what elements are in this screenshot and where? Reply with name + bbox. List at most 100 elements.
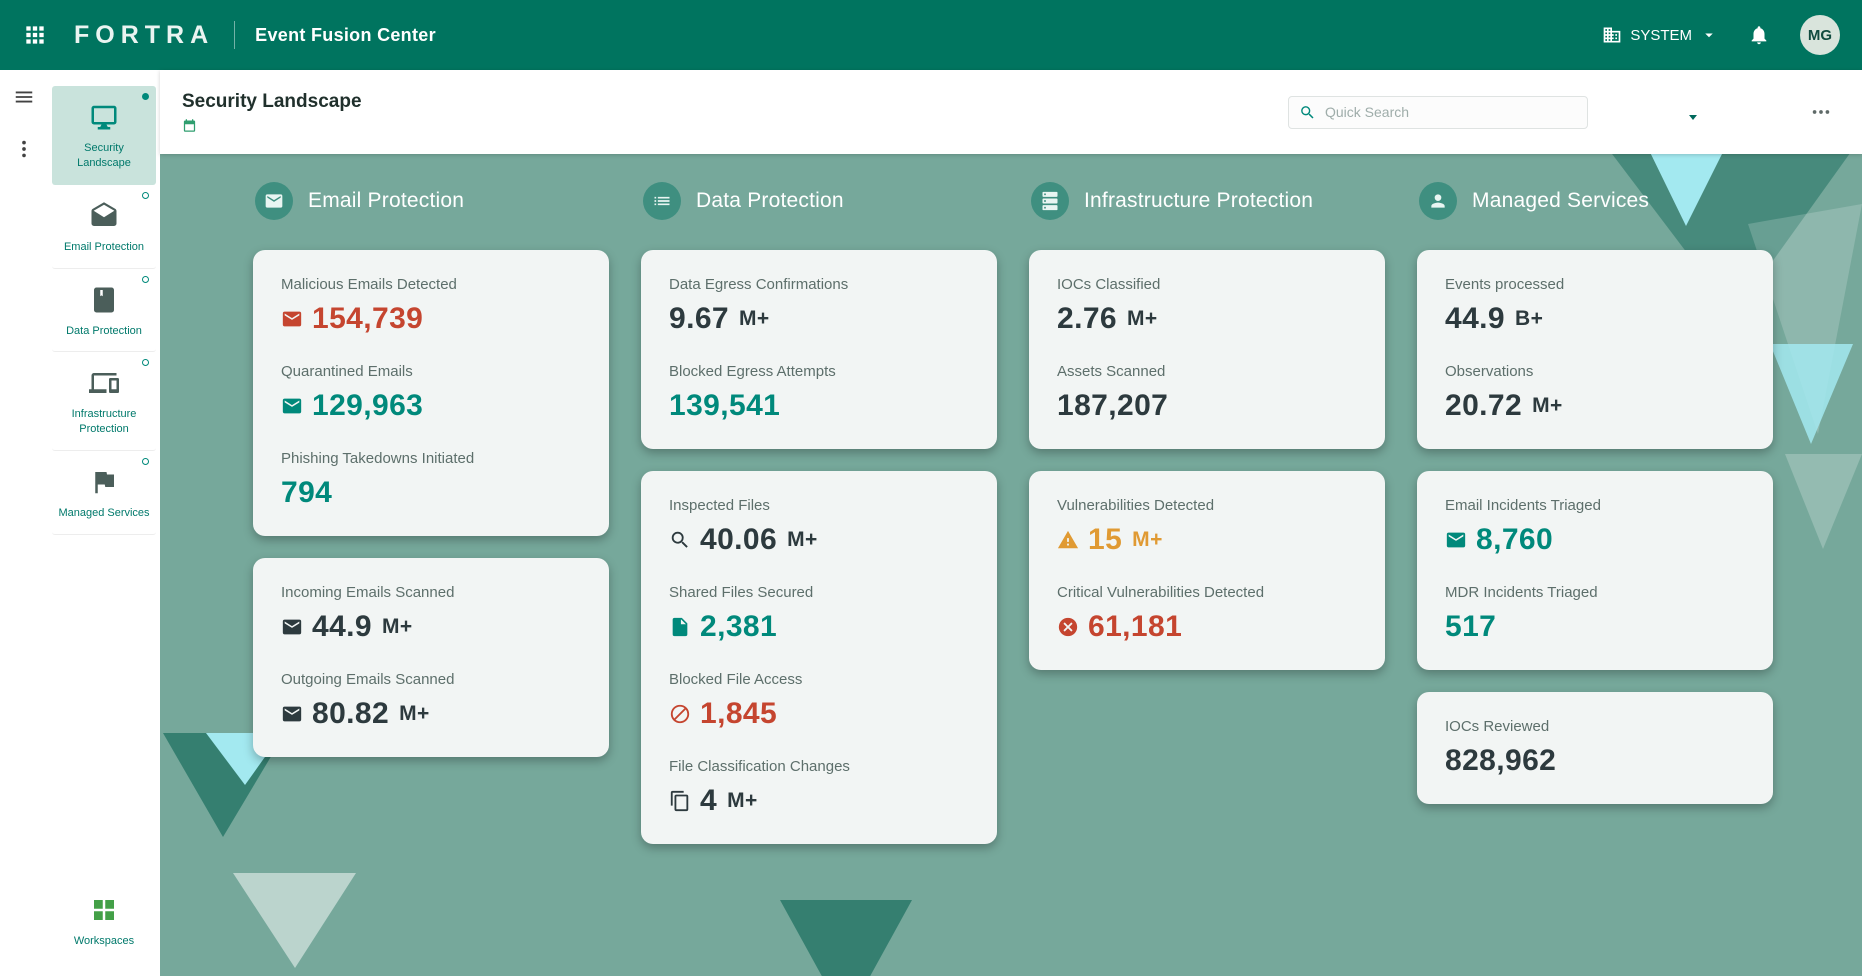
metric-value: 2,381: [700, 610, 778, 643]
metric-value-row: 8,760: [1445, 523, 1745, 557]
fortra-logo: FORTRA: [74, 20, 215, 49]
metric-label: Assets Scanned: [1057, 363, 1166, 380]
status-dot: [142, 191, 149, 199]
warning-icon: [1057, 529, 1079, 551]
user-avatar[interactable]: MG: [1800, 15, 1840, 55]
metric-value: 44.9: [1445, 302, 1505, 335]
divider: [234, 21, 236, 49]
filter-icon[interactable]: [1618, 101, 1640, 123]
building-icon: [1602, 25, 1622, 45]
app-title: Event Fusion Center: [255, 24, 436, 45]
refresh-icon[interactable]: [1666, 101, 1697, 123]
sidebar-item-label: Infrastructure Protection: [71, 408, 137, 436]
metric-suffix: M+: [399, 702, 430, 725]
metric-inspected-files: Inspected Files 40.06 M+: [669, 497, 969, 557]
column-title: Infrastructure Protection: [1084, 189, 1314, 212]
metric-card: IOCs Classified 2.76 M+ Assets Scanned 1…: [1029, 250, 1385, 449]
metric-value: 794: [281, 476, 333, 509]
sidebar-item-managed-services[interactable]: Managed Services: [52, 451, 156, 535]
metric-malicious-emails-detected: Malicious Emails Detected 154,739: [281, 276, 581, 336]
hamburger-menu-icon[interactable]: [13, 86, 35, 108]
system-selector[interactable]: SYSTEM: [1602, 25, 1718, 45]
mail-icon: [281, 703, 303, 725]
column-cards: IOCs Classified 2.76 M+ Assets Scanned 1…: [1029, 250, 1385, 670]
metric-events-processed: Events processed 44.9 B+: [1445, 276, 1745, 336]
mail-icon: [281, 616, 303, 638]
apps-grid-icon[interactable]: [22, 22, 48, 48]
dashboard: Email Protection Malicious Emails Detect…: [160, 154, 1862, 976]
metric-suffix: B+: [1515, 307, 1544, 330]
camera-icon[interactable]: [1762, 101, 1784, 123]
metric-value-row: 1,845: [669, 697, 969, 731]
metric-label: Data Egress Confirmations: [669, 276, 849, 293]
main-header: Security Landscape: [160, 70, 1862, 154]
kebab-menu-icon[interactable]: [13, 138, 35, 160]
metric-value-row: 44.9 M+: [281, 610, 581, 644]
column-infrastructure-protection: Infrastructure Protection IOCs Classifie…: [1029, 180, 1385, 866]
metric-value-row: 80.82 M+: [281, 697, 581, 731]
mail-icon: [281, 395, 303, 417]
system-label: SYSTEM: [1630, 26, 1692, 44]
metric-data-egress-confirmations: Data Egress Confirmations 9.67 M+: [669, 276, 969, 336]
metric-value-row: 4 M+: [669, 784, 969, 818]
metric-value: 8,760: [1476, 523, 1554, 556]
metric-value-row: 20.72 M+: [1445, 389, 1745, 423]
metric-label: File Classification Changes: [669, 758, 850, 775]
metric-label: IOCs Reviewed: [1445, 718, 1550, 735]
workspaces-icon: [89, 895, 119, 925]
column-cards: Data Egress Confirmations 9.67 M+ Blocke…: [641, 250, 997, 844]
metric-observations: Observations 20.72 M+: [1445, 363, 1745, 423]
metric-suffix: M+: [1127, 307, 1158, 330]
metric-label: IOCs Classified: [1057, 276, 1161, 293]
sidebar-item-security-landscape[interactable]: Security Landscape: [52, 86, 156, 185]
metric-blocked-egress-attempts: Blocked Egress Attempts 139,541: [669, 363, 969, 423]
error-icon: [1057, 616, 1079, 638]
metric-value: 129,963: [312, 389, 424, 422]
metric-value: 828,962: [1445, 744, 1557, 777]
list-icon: [643, 182, 681, 220]
metric-value: 2.76: [1057, 302, 1117, 335]
column-header: Data Protection: [643, 182, 997, 220]
metric-value: 139,541: [669, 389, 781, 422]
metric-suffix: M+: [1132, 528, 1163, 551]
sidebar-item-email-protection[interactable]: Email Protection: [52, 185, 156, 269]
sidebar-item-workspaces[interactable]: Workspaces: [52, 879, 156, 962]
metric-value-row: 61,181: [1057, 610, 1357, 644]
metric-label: Shared Files Secured: [669, 584, 814, 601]
copy-icon: [669, 790, 691, 812]
metric-phishing-takedowns-initiated: Phishing Takedowns Initiated 794: [281, 450, 581, 510]
metric-card: Vulnerabilities Detected 15 M+ Critical …: [1029, 471, 1385, 670]
metric-assets-scanned: Assets Scanned 187,207: [1057, 363, 1357, 423]
column-header: Managed Services: [1419, 182, 1773, 220]
page-title: Security Landscape: [182, 91, 362, 112]
metric-card: Inspected Files 40.06 M+ Shared Files Se…: [641, 471, 997, 844]
calendar-icon[interactable]: [182, 118, 197, 133]
column-header: Infrastructure Protection: [1031, 182, 1385, 220]
metric-value: 15: [1088, 523, 1123, 556]
sidebar-item-infrastructure-protection[interactable]: Infrastructure Protection: [52, 352, 156, 452]
sidebar-item-data-protection[interactable]: Data Protection: [52, 269, 156, 353]
status-dot: [142, 359, 149, 367]
metric-iocs-classified: IOCs Classified 2.76 M+: [1057, 276, 1357, 336]
grid-view-icon[interactable]: [1714, 101, 1736, 123]
column-cards: Malicious Emails Detected 154,739 Quaran…: [253, 250, 609, 757]
metric-critical-vulnerabilities-detected: Critical Vulnerabilities Detected 61,181: [1057, 584, 1357, 644]
metric-value: 1,845: [700, 697, 778, 730]
metric-label: Observations: [1445, 363, 1534, 380]
metric-label: Events processed: [1445, 276, 1565, 293]
metric-value-row: 187,207: [1057, 389, 1357, 423]
metric-label: MDR Incidents Triaged: [1445, 584, 1598, 601]
metric-value-row: 828,962: [1445, 744, 1745, 778]
sidebar-item-label: Managed Services: [58, 507, 150, 520]
notifications-bell-icon[interactable]: [1748, 24, 1770, 46]
status-dot: [142, 93, 149, 100]
header-left: Security Landscape: [182, 91, 362, 133]
metric-card: Email Incidents Triaged 8,760 MDR Incide…: [1417, 471, 1773, 670]
metric-label: Blocked Egress Attempts: [669, 363, 836, 380]
metric-quarantined-emails: Quarantined Emails 129,963: [281, 363, 581, 423]
metric-label: Malicious Emails Detected: [281, 276, 457, 293]
metric-value-row: 2,381: [669, 610, 969, 644]
metric-card: Malicious Emails Detected 154,739 Quaran…: [253, 250, 609, 536]
more-options-icon[interactable]: [1810, 101, 1832, 123]
search-input[interactable]: [1325, 104, 1577, 120]
